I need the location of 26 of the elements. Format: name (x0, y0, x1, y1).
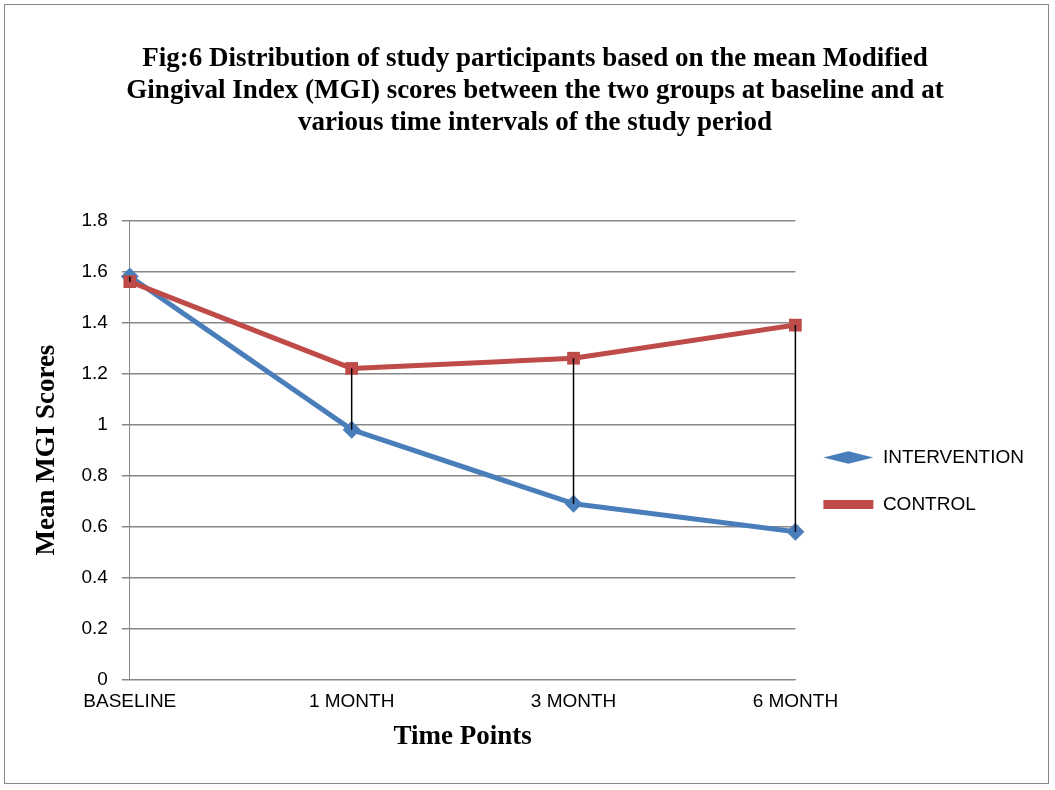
y-axis-title: Mean MGI Scores (30, 344, 61, 556)
y-tick-label: 1 (97, 412, 108, 434)
point (786, 522, 805, 541)
point (342, 420, 361, 439)
y-tick-label: 1.8 (81, 208, 108, 230)
y-tick-label: 1.6 (81, 259, 108, 281)
x-tick-label: 3 MONTH (530, 690, 617, 712)
y-tick-label: 0.8 (81, 463, 108, 485)
chart-title: Fig:6 Distribution of study participants based on the mean Modified Gingival Index (MGI) scores between the two groups at baseline and at various time intervals of the study period (125, 41, 945, 137)
legend-label: CONTROL (882, 492, 976, 514)
point (123, 275, 137, 289)
x-tick-label: 1 MONTH (308, 690, 395, 712)
y-tick-label: 1.2 (81, 361, 108, 383)
y-tick-label: 0.6 (81, 514, 108, 536)
x-axis-title: Time Points (393, 719, 532, 750)
x-tick-label: 6 MONTH (752, 690, 839, 712)
y-tick-label: 1.4 (81, 310, 109, 332)
y-tick-label: 0.4 (81, 565, 109, 587)
y-tick-label: 0 (97, 668, 108, 690)
x-tick-label: BASELINE (83, 690, 177, 712)
point (567, 351, 580, 365)
point (345, 362, 359, 375)
point (564, 494, 583, 513)
legend-label: INTERVENTION (882, 445, 1024, 467)
y-tick-label: 0.2 (81, 616, 108, 638)
point (789, 318, 802, 332)
